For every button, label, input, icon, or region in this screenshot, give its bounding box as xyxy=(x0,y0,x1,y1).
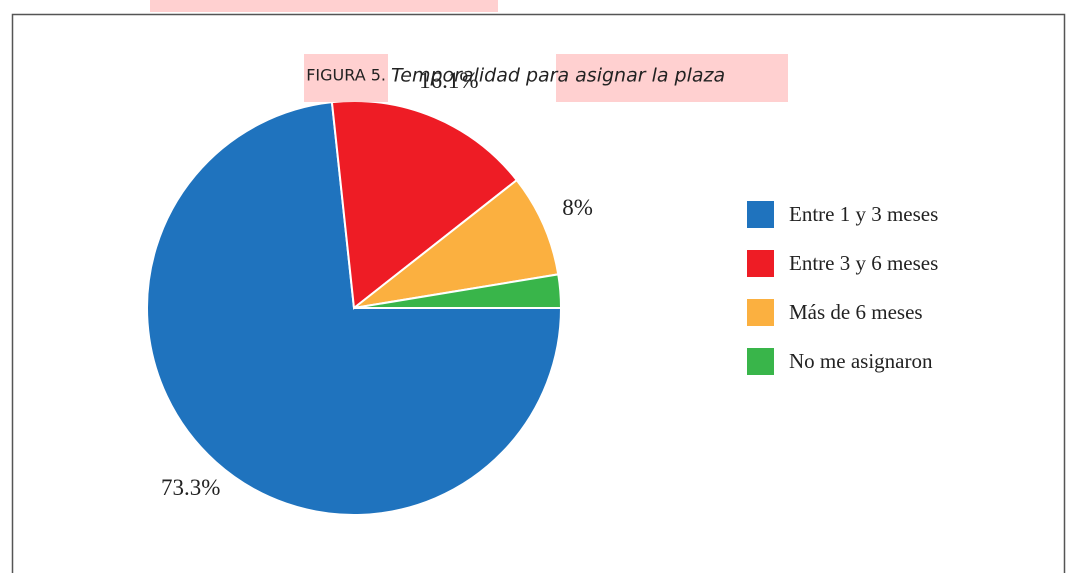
highlight xyxy=(150,0,498,12)
data-label: 8% xyxy=(562,195,593,220)
data-label: 73.3% xyxy=(161,475,220,500)
pie-slice xyxy=(353,273,563,309)
highlight xyxy=(556,54,788,102)
figure-number: FIGURA 5. xyxy=(306,66,386,85)
legend-label: No me asignaron xyxy=(789,349,933,373)
legend-swatch xyxy=(747,250,774,277)
frame xyxy=(11,13,1066,573)
legend-label: Entre 1 y 3 meses xyxy=(789,202,938,226)
legend-swatch xyxy=(747,201,774,228)
legend-label: Entre 3 y 6 meses xyxy=(789,251,938,275)
data-label: 16.1% xyxy=(419,68,478,93)
legend-swatch xyxy=(747,348,774,375)
chart-title: Temporalidad para asignar la plaza xyxy=(391,65,725,87)
pie-slice xyxy=(353,178,560,309)
legend-label: Más de 6 meses xyxy=(789,300,923,324)
pie xyxy=(146,100,563,516)
highlight xyxy=(304,54,388,102)
legend-swatch xyxy=(747,299,774,326)
